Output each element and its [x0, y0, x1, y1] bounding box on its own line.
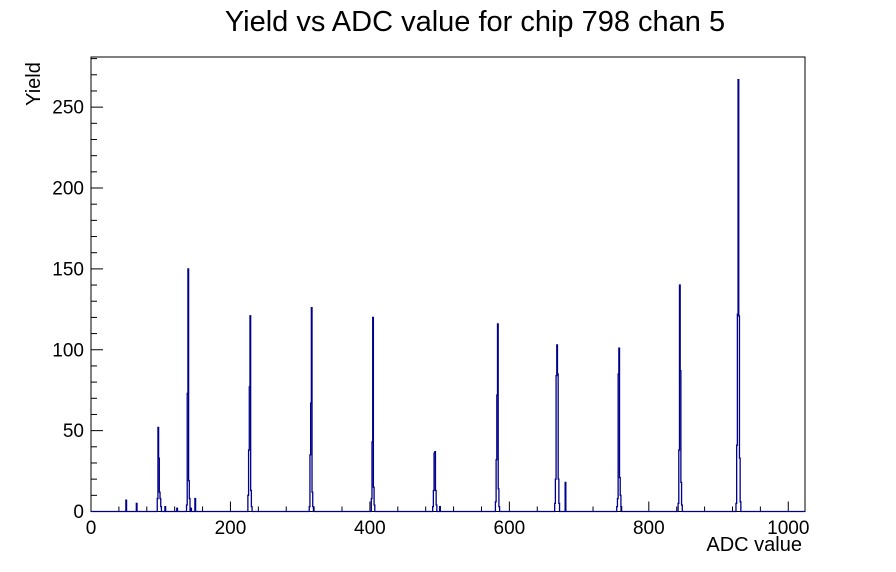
plot-frame: [90, 56, 806, 512]
x-tick-label: 1000: [767, 518, 809, 539]
y-tick-label: 50: [63, 421, 84, 442]
x-tick-label: 400: [354, 518, 386, 539]
y-tick-label: 200: [52, 179, 84, 200]
x-tick-label: 0: [86, 518, 97, 539]
x-axis-title: ADC value: [706, 534, 802, 556]
histogram-path: [91, 78, 805, 513]
x-tick-label: 600: [494, 518, 526, 539]
chart-title: Yield vs ADC value for chip 798 chan 5: [225, 6, 725, 38]
x-tick-label: 200: [215, 518, 247, 539]
y-tick-labels: 0 50 100 150 200 250: [52, 98, 84, 523]
axis-ticks: [90, 58, 789, 512]
y-tick-label: 0: [73, 502, 84, 523]
histogram-line: [91, 78, 805, 513]
frame-rect: [90, 56, 806, 512]
y-tick-label: 100: [52, 340, 84, 361]
y-tick-label: 250: [52, 98, 84, 119]
x-tick-label: 800: [633, 518, 665, 539]
y-tick-label: 150: [52, 259, 84, 280]
y-axis-title: Yield: [23, 62, 45, 106]
x-tick-labels: 0 200 400 600 800 1000: [86, 518, 810, 539]
